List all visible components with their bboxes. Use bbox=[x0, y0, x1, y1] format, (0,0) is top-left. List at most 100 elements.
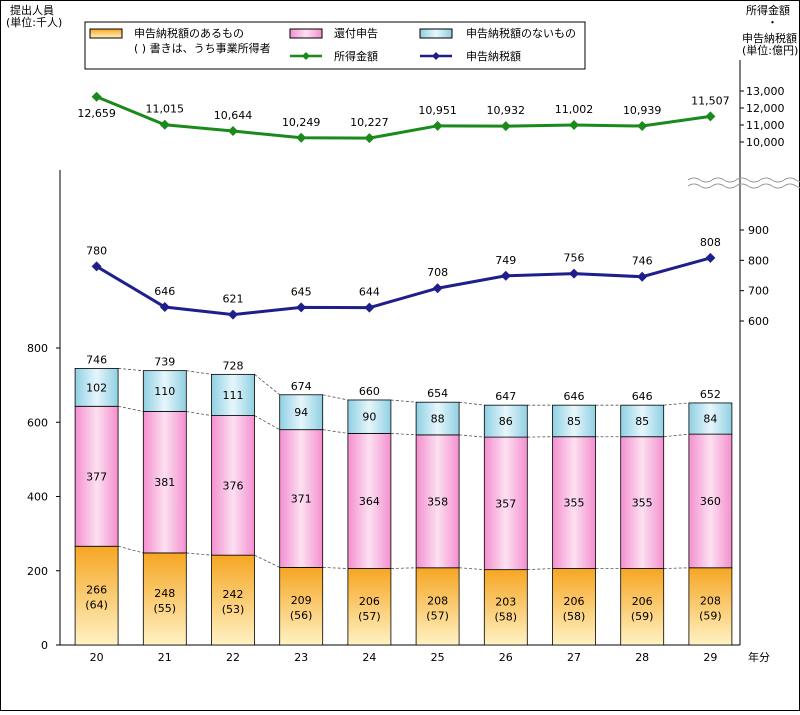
bar-business-label: (56) bbox=[290, 609, 313, 622]
bar-value-label: 111 bbox=[223, 389, 244, 402]
bar-business-label: (59) bbox=[631, 610, 654, 623]
left-axis-tick-label: 400 bbox=[27, 491, 48, 504]
bar-value-label: 360 bbox=[700, 495, 721, 508]
bar-connector-line bbox=[118, 406, 143, 411]
x-tick-label: 20 bbox=[90, 651, 104, 664]
left-axis-label-line1: 提出人員 bbox=[10, 3, 54, 17]
legend-label-refund: 還付申告 bbox=[334, 27, 378, 40]
tax-series-value-label: 746 bbox=[632, 255, 653, 268]
bar-connector-line bbox=[459, 435, 484, 437]
x-tick-label: 28 bbox=[635, 651, 649, 664]
bar-connector-line bbox=[459, 568, 484, 570]
bar-value-label: 364 bbox=[359, 495, 380, 508]
tick-layer: 020040060080013,00012,00011,00010,000900… bbox=[27, 85, 785, 664]
right-axis-upper-tick-label: 13,000 bbox=[746, 85, 785, 98]
bar-business-label: (59) bbox=[699, 609, 722, 622]
right-axis-upper-tick-label: 11,000 bbox=[746, 119, 785, 132]
right-axis-upper-tick-label: 10,000 bbox=[746, 136, 785, 149]
tax-series-value-label: 621 bbox=[223, 293, 244, 306]
income-series-value-label: 10,249 bbox=[282, 116, 321, 129]
bar-connector-line bbox=[186, 371, 211, 375]
legend-note: ( ) 書きは、うち事業所得者 bbox=[134, 41, 271, 55]
income-series-marker bbox=[92, 92, 102, 102]
tax-series-marker bbox=[433, 283, 443, 293]
right-axis-lower-tick-label: 900 bbox=[748, 224, 769, 237]
right-axis-label-line3: 申告納税額 bbox=[742, 31, 797, 45]
bar-connector-line bbox=[118, 546, 143, 553]
income-series-marker bbox=[705, 111, 715, 121]
bar-total-label: 646 bbox=[564, 390, 585, 403]
tax-series-value-label: 749 bbox=[495, 254, 516, 267]
x-tick-label: 23 bbox=[294, 651, 308, 664]
tax-series-marker bbox=[501, 271, 511, 281]
left-axis-tick-label: 200 bbox=[27, 565, 48, 578]
bar-connector-line bbox=[323, 430, 348, 434]
bar-connector-line bbox=[391, 400, 416, 402]
bar-business-label: (57) bbox=[358, 610, 381, 623]
tax-series-marker bbox=[705, 253, 715, 263]
bar-value-label: 86 bbox=[499, 415, 513, 428]
left-axis-tick-label: 600 bbox=[27, 416, 48, 429]
income-series-marker bbox=[160, 120, 170, 130]
legend-label-tax: 申告納税額 bbox=[466, 49, 521, 63]
legend: 申告納税額のあるもの ( ) 書きは、うち事業所得者 還付申告 所得金額 申告納… bbox=[85, 22, 585, 69]
bar-business-label: (64) bbox=[85, 599, 108, 612]
bar-connector-line bbox=[527, 569, 552, 570]
bar-connector-line bbox=[323, 567, 348, 568]
bar-value-label: 84 bbox=[703, 413, 717, 426]
bar-total-label: 660 bbox=[359, 385, 380, 398]
bar-value-label: 209 bbox=[291, 594, 312, 607]
bar-connector-line bbox=[255, 374, 280, 394]
bar-business-label: (57) bbox=[426, 609, 449, 622]
tax-series-value-label: 756 bbox=[564, 252, 585, 265]
right-axis-label-line2: ・ bbox=[767, 16, 778, 29]
bar-total-label: 654 bbox=[427, 387, 448, 400]
income-series-marker bbox=[569, 120, 579, 130]
x-tick-label: 26 bbox=[499, 651, 513, 664]
bar-layer: 266(64)377102746248(55)381110739242(53)3… bbox=[75, 353, 732, 645]
income-series-value-label: 10,951 bbox=[418, 104, 457, 117]
bar-total-label: 646 bbox=[632, 390, 653, 403]
x-tick-label: 21 bbox=[158, 651, 172, 664]
bar-value-label: 358 bbox=[427, 495, 448, 508]
bar-connector-line bbox=[664, 568, 689, 569]
bar-value-label: 377 bbox=[86, 470, 107, 483]
right-axis-lower-tick-label: 700 bbox=[748, 285, 769, 298]
bar-connector-line bbox=[255, 416, 280, 430]
income-series-marker bbox=[501, 121, 511, 131]
income-series-marker bbox=[364, 133, 374, 143]
income-series-value-label: 10,227 bbox=[350, 116, 389, 129]
bar-value-label: 381 bbox=[154, 476, 175, 489]
bar-business-label: (55) bbox=[154, 602, 177, 615]
bar-value-label: 90 bbox=[362, 411, 376, 424]
axis-break-mark-1 bbox=[688, 178, 800, 182]
bar-value-label: 85 bbox=[635, 415, 649, 428]
income-series-value-label: 10,939 bbox=[623, 104, 662, 117]
right-axis-upper-tick-label: 12,000 bbox=[746, 102, 785, 115]
x-tick-label: 27 bbox=[567, 651, 581, 664]
income-series-marker bbox=[637, 121, 647, 131]
tax-series-marker bbox=[296, 302, 306, 312]
income-series-marker bbox=[228, 126, 238, 136]
bar-value-label: 357 bbox=[495, 497, 516, 510]
bar-value-label: 242 bbox=[223, 588, 244, 601]
bar-connector-line bbox=[118, 368, 143, 370]
x-tick-label: 24 bbox=[362, 651, 376, 664]
income-series-value-label: 10,644 bbox=[214, 109, 253, 122]
income-series-marker bbox=[296, 133, 306, 143]
bar-total-label: 739 bbox=[154, 356, 175, 369]
bar-business-label: (58) bbox=[495, 610, 518, 623]
bar-total-label: 674 bbox=[291, 380, 312, 393]
legend-label-nontaxable: 申告納税額のないもの bbox=[466, 26, 576, 40]
left-axis-tick-label: 800 bbox=[27, 342, 48, 355]
bar-total-label: 746 bbox=[86, 353, 107, 366]
bar-value-label: 266 bbox=[86, 584, 107, 597]
x-unit-label: 年分 bbox=[748, 650, 770, 664]
bar-value-label: 94 bbox=[294, 406, 308, 419]
right-axis-lower-tick-label: 800 bbox=[748, 254, 769, 267]
bar-value-label: 206 bbox=[359, 595, 380, 608]
legend-swatch-nontaxable bbox=[420, 29, 452, 38]
tax-series-marker bbox=[364, 303, 374, 313]
